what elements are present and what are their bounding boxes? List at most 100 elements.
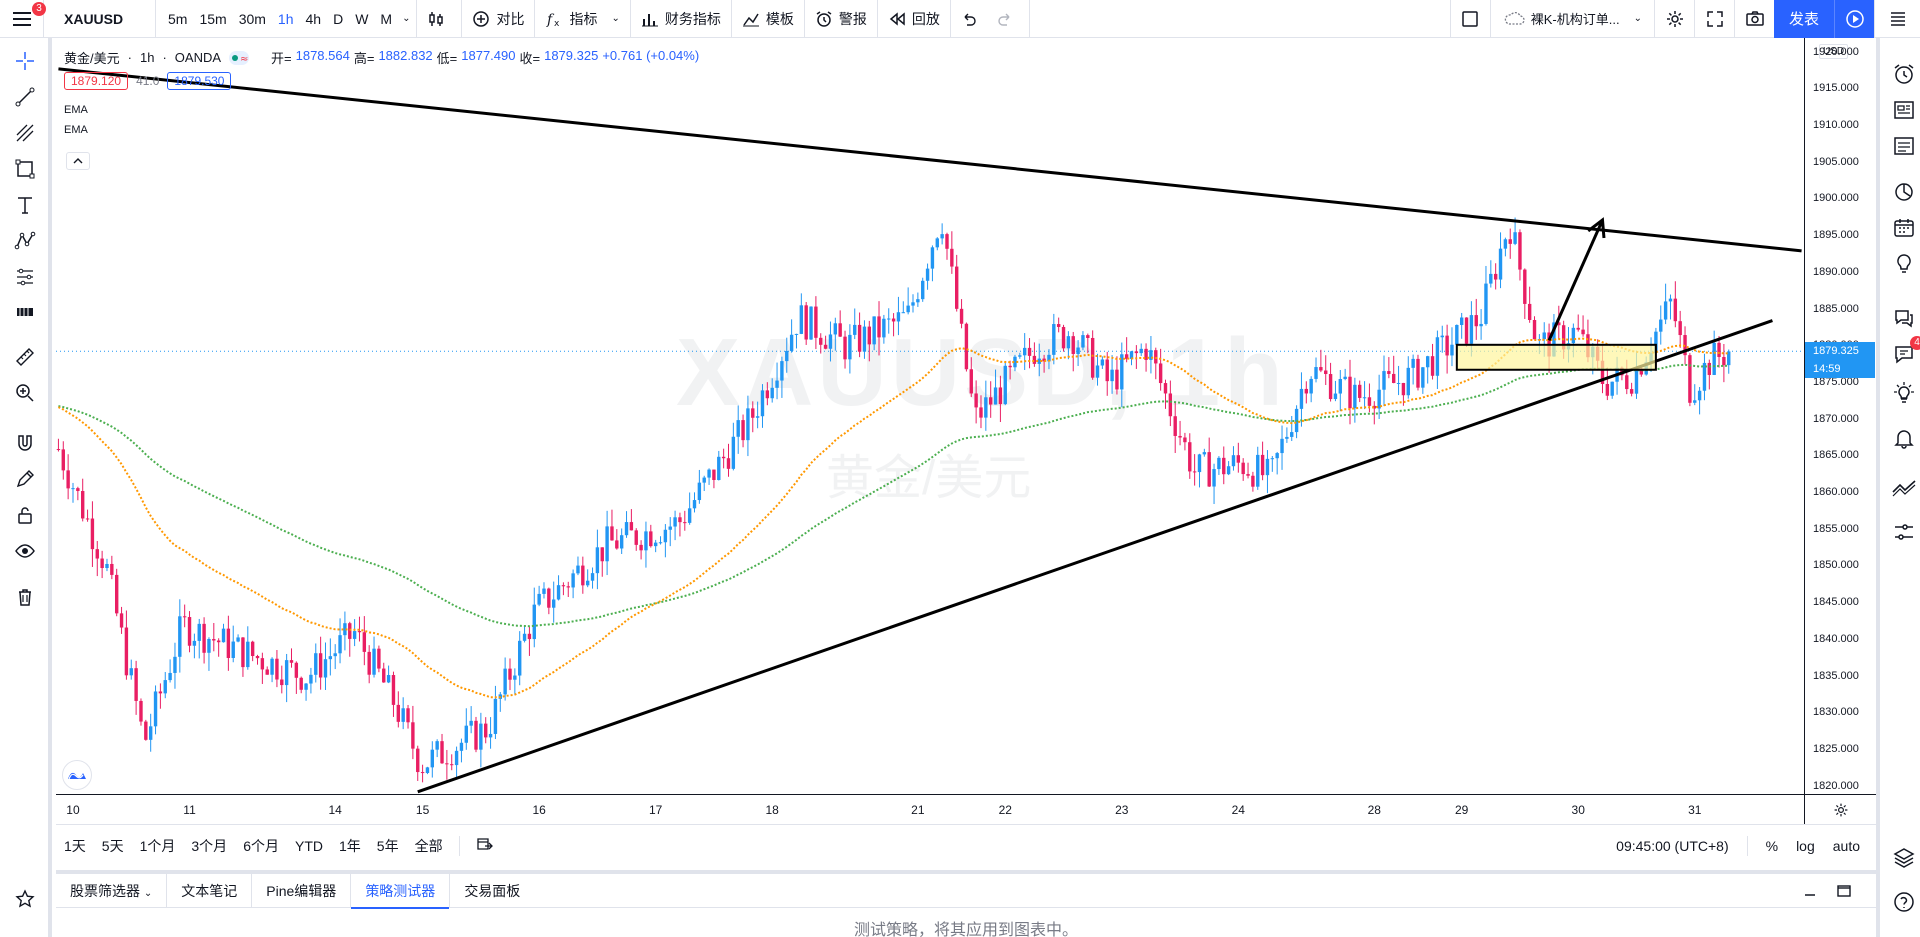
undo-icon[interactable]: [961, 11, 977, 27]
notifications-widget-button[interactable]: [1890, 424, 1918, 452]
currency-label[interactable]: USD: [1819, 44, 1849, 59]
fib-tool[interactable]: [10, 118, 40, 148]
candle-body: [1241, 462, 1245, 475]
favorites-tool[interactable]: [10, 884, 40, 914]
streams-widget-button[interactable]: 4: [1890, 336, 1920, 368]
news-widget-button[interactable]: [1890, 96, 1918, 124]
candles-icon: [429, 11, 444, 26]
symbol-search-button[interactable]: XAUUSD: [44, 0, 156, 38]
tab-text-notes[interactable]: 文本笔记: [167, 873, 253, 908]
prediction-tool[interactable]: [10, 262, 40, 292]
tips-widget-button[interactable]: [1890, 380, 1918, 408]
remove-drawings-tool[interactable]: [10, 582, 40, 612]
interval-5m[interactable]: 5m: [168, 10, 188, 27]
zoom-tool[interactable]: [10, 378, 40, 408]
range-1y[interactable]: 1年: [338, 837, 361, 854]
time-axis[interactable]: 10 11 14 15 16 17 18 21 22 23 24 28 29 30 31: [56, 794, 1804, 824]
interval-w[interactable]: W: [355, 10, 369, 27]
chart-pane[interactable]: XAUUSD, 1h 黄金/美元 黄金/美元 · 1h · OANDA ≈ 开=…: [56, 38, 1804, 794]
calendar-widget-button[interactable]: [1890, 214, 1918, 242]
percent-scale-toggle[interactable]: %: [1765, 837, 1779, 854]
range-6m[interactable]: 6个月: [243, 837, 279, 854]
alert-button[interactable]: 警报: [805, 0, 878, 38]
help-widget-button[interactable]: [1890, 888, 1918, 916]
interval-dropdown-chevron-icon[interactable]: ⌄: [402, 13, 411, 24]
range-5d[interactable]: 5天: [101, 837, 124, 854]
select-layout-button[interactable]: [1449, 0, 1490, 38]
redo-icon[interactable]: [997, 11, 1013, 27]
minimize-icon[interactable]: [1802, 883, 1818, 899]
chart-type-button[interactable]: [417, 0, 463, 38]
hotlists-widget-button[interactable]: [1890, 178, 1918, 206]
indicator-ema-fast-label[interactable]: EMA: [64, 104, 88, 116]
lock-drawings-tool[interactable]: [10, 500, 40, 530]
stay-drawing-tool[interactable]: [10, 464, 40, 494]
range-1m[interactable]: 1个月: [139, 837, 176, 854]
rectangle-icon: [15, 159, 35, 179]
interval-1h[interactable]: 1h: [277, 10, 294, 27]
financials-button[interactable]: 财务指标: [631, 0, 732, 38]
candle-body: [1042, 358, 1046, 362]
range-1d[interactable]: 1天: [64, 837, 86, 854]
chart-settings-corner[interactable]: [1804, 794, 1876, 824]
interval-15m[interactable]: 15m: [199, 10, 227, 27]
data-window-button[interactable]: [1890, 132, 1918, 160]
layout-menu-button[interactable]: 裸K-机构订单... ⌄: [1489, 0, 1654, 38]
bell-icon: [1894, 430, 1914, 449]
screener-widget-button[interactable]: [1890, 518, 1918, 546]
indicator-ema-slow-label[interactable]: EMA: [64, 124, 88, 136]
timezone-clock[interactable]: 09:45:00 (UTC+8): [1616, 837, 1729, 854]
sell-button[interactable]: 1879.120: [64, 72, 129, 90]
series-legend[interactable]: 黄金/美元 · 1h · OANDA ≈ 开= 1878.564 高= 1882.8…: [64, 48, 699, 67]
watchlist-toggle-button[interactable]: [1874, 0, 1920, 38]
settings-button[interactable]: [1654, 0, 1694, 38]
tab-trading-panel[interactable]: 交易面板: [464, 882, 521, 899]
alerts-widget-button[interactable]: [1890, 60, 1918, 88]
auto-scale-toggle[interactable]: auto: [1832, 837, 1860, 854]
candle-body: [178, 616, 182, 657]
text-tool[interactable]: [10, 190, 40, 220]
trendline-tool[interactable]: [10, 82, 40, 112]
price-chart[interactable]: [56, 38, 1804, 794]
maximize-icon[interactable]: [1836, 883, 1852, 899]
trading-widget-button[interactable]: [1890, 474, 1918, 502]
replay-button[interactable]: 回放: [878, 0, 951, 38]
range-3m[interactable]: 3个月: [191, 837, 228, 854]
collapse-legend-button[interactable]: [66, 152, 90, 170]
publish-options-button[interactable]: [1834, 0, 1874, 38]
icons-tool[interactable]: [10, 298, 40, 328]
magnet-tool[interactable]: [10, 428, 40, 458]
range-all[interactable]: 全部: [414, 837, 443, 854]
goto-date-button[interactable]: [468, 836, 502, 855]
candle-body: [1013, 356, 1017, 368]
main-menu-button[interactable]: 3: [0, 0, 46, 38]
tradingview-logo[interactable]: [62, 760, 92, 790]
ideas-widget-button[interactable]: [1890, 250, 1918, 278]
chats-widget-button[interactable]: [1890, 304, 1918, 332]
patterns-tool[interactable]: [10, 226, 40, 256]
publish-button[interactable]: 发表: [1774, 0, 1834, 38]
shapes-tool[interactable]: [10, 154, 40, 184]
crosshair-tool[interactable]: [10, 46, 40, 76]
tab-stock-screener[interactable]: 股票筛选器 ⌄: [56, 873, 168, 908]
snapshot-button[interactable]: [1734, 0, 1774, 38]
fullscreen-button[interactable]: [1694, 0, 1734, 38]
layers-widget-button[interactable]: [1890, 844, 1918, 872]
range-ytd[interactable]: YTD: [294, 837, 323, 854]
log-scale-toggle[interactable]: log: [1796, 837, 1815, 854]
buy-button[interactable]: 1879.530: [167, 72, 232, 90]
range-5y[interactable]: 5年: [376, 837, 399, 854]
market-status-icon[interactable]: ≈: [229, 50, 250, 65]
interval-30m[interactable]: 30m: [238, 10, 266, 27]
tab-pine-editor[interactable]: Pine编辑器: [252, 873, 352, 908]
ruler-tool[interactable]: [10, 342, 40, 372]
price-axis[interactable]: USD 1920.000 1915.000 1910.000 1905.000 1900…: [1804, 38, 1876, 794]
interval-4h[interactable]: 4h: [305, 10, 322, 27]
interval-d[interactable]: D: [333, 10, 344, 27]
interval-m[interactable]: M: [380, 10, 393, 27]
tab-strategy-tester[interactable]: 策略测试器: [351, 873, 451, 909]
templates-button[interactable]: 模板: [732, 0, 805, 38]
hide-drawings-tool[interactable]: [10, 536, 40, 566]
compare-button[interactable]: 对比: [462, 0, 536, 38]
